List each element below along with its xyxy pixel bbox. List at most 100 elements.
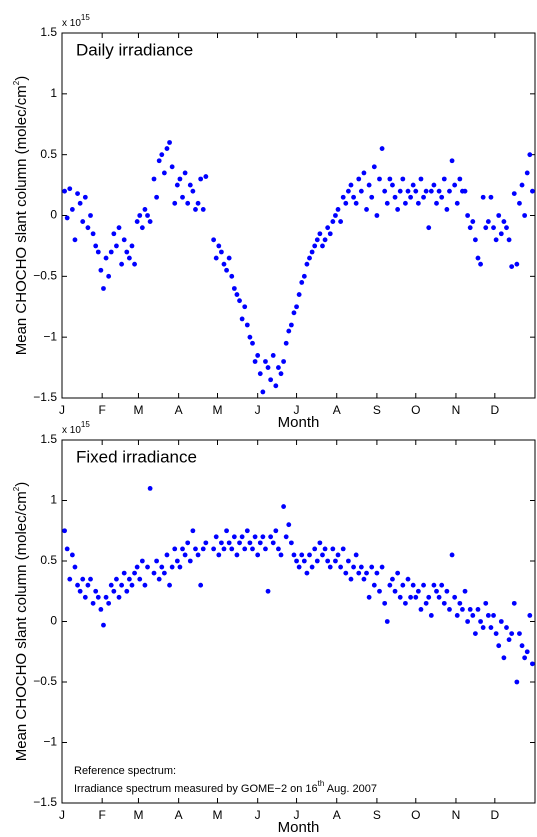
point — [72, 564, 78, 570]
y-tick-label: 1 — [50, 493, 57, 507]
point — [444, 588, 450, 594]
point — [218, 540, 224, 546]
point — [64, 546, 70, 552]
point — [229, 546, 235, 552]
point — [452, 182, 458, 188]
point — [134, 219, 140, 224]
point — [231, 534, 237, 540]
text-part: Mean CHOCHO slant column (molec/cm — [13, 85, 30, 355]
point — [454, 613, 460, 618]
point — [343, 200, 349, 206]
point — [268, 534, 274, 540]
point — [441, 600, 447, 606]
point — [307, 255, 312, 261]
y-axis-label: Mean CHOCHO slant column (molec/cm2) — [12, 76, 30, 356]
point — [524, 170, 530, 176]
x-tick-label: S — [373, 403, 381, 417]
point — [98, 267, 104, 273]
point — [198, 582, 204, 588]
point — [187, 182, 193, 188]
x-tick-label: M — [133, 403, 143, 417]
point — [116, 225, 122, 231]
panel-title: Daily irradiance — [76, 40, 193, 59]
point — [498, 231, 504, 237]
point — [465, 213, 471, 218]
point — [493, 631, 499, 636]
point — [472, 631, 478, 636]
x-tick-label: J — [255, 808, 261, 822]
point — [296, 564, 302, 570]
point — [496, 213, 502, 218]
point — [428, 613, 434, 618]
point — [142, 207, 148, 212]
point — [121, 237, 127, 243]
x-tick-label: A — [333, 808, 341, 822]
text-part: Aug. 2007 — [324, 783, 377, 795]
point — [200, 207, 206, 212]
point — [449, 158, 455, 164]
point — [382, 600, 388, 606]
x-tick-label: A — [175, 403, 183, 417]
point — [483, 225, 489, 231]
point — [95, 594, 101, 600]
point — [244, 322, 250, 328]
point — [322, 237, 328, 243]
point — [511, 600, 517, 606]
superscript: 2 — [12, 80, 21, 85]
x-axis-label: Month — [278, 414, 320, 431]
point — [224, 267, 229, 273]
point — [145, 564, 150, 570]
point — [278, 552, 284, 558]
point — [421, 194, 426, 200]
point — [530, 188, 535, 194]
note: Reference spectrum: — [74, 765, 176, 777]
x-axis-label: Month — [278, 819, 320, 836]
point — [159, 152, 165, 158]
point — [288, 540, 294, 546]
point — [221, 546, 227, 552]
text-part: ) — [13, 482, 30, 487]
point — [265, 365, 271, 370]
point — [436, 188, 442, 194]
point — [260, 534, 266, 540]
point — [431, 182, 437, 188]
point — [247, 334, 253, 340]
point — [103, 594, 109, 600]
point — [190, 188, 196, 194]
point — [379, 564, 385, 570]
point — [239, 534, 245, 540]
x-tick-label: D — [490, 403, 499, 417]
y-tick-label: −1 — [43, 329, 57, 343]
point — [154, 558, 160, 564]
point — [174, 182, 180, 188]
point — [190, 528, 196, 534]
point — [108, 582, 114, 588]
point — [506, 237, 512, 243]
point — [167, 140, 172, 145]
point — [172, 200, 178, 206]
point — [161, 570, 167, 576]
y-tick-label: 0 — [50, 614, 57, 628]
point — [304, 261, 310, 267]
point — [177, 176, 183, 182]
point — [390, 182, 395, 188]
point — [457, 600, 463, 606]
point — [108, 249, 114, 255]
point — [147, 486, 153, 491]
point — [517, 631, 522, 636]
point — [200, 546, 206, 552]
point — [436, 594, 442, 600]
point — [294, 558, 299, 564]
point — [69, 552, 75, 558]
point — [353, 200, 359, 206]
point — [252, 359, 258, 364]
x-tick-label: J — [294, 808, 300, 822]
point — [213, 534, 219, 540]
point — [299, 280, 305, 285]
point — [403, 200, 408, 206]
point — [82, 194, 88, 200]
point — [255, 552, 261, 558]
x-tick-label: D — [490, 808, 499, 822]
point — [169, 164, 175, 170]
